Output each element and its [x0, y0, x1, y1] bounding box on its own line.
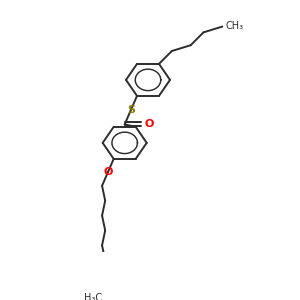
- Text: H₃C: H₃C: [84, 293, 102, 300]
- Text: CH₃: CH₃: [225, 21, 243, 31]
- Text: O: O: [103, 167, 113, 176]
- Text: O: O: [145, 119, 154, 129]
- Text: S: S: [127, 105, 135, 115]
